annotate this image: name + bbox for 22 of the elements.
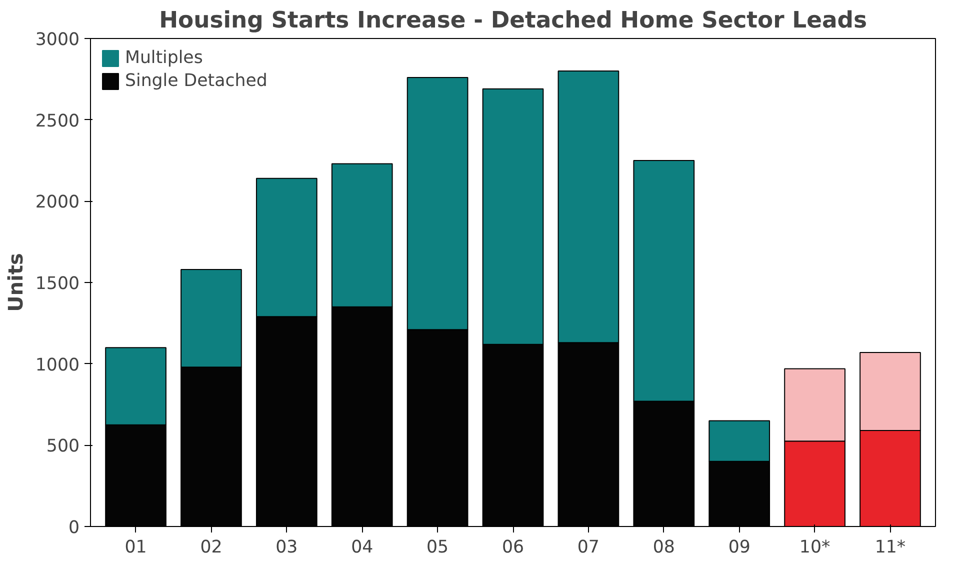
y-axis-title: Units — [3, 253, 28, 312]
y-tick-label: 1000 — [35, 355, 80, 376]
legend-label: Single Detached — [125, 71, 268, 91]
y-tick-label: 2500 — [35, 111, 80, 132]
x-tick-label: 07 — [577, 538, 600, 558]
x-tick-label: 08 — [652, 538, 675, 558]
x-tick-label: 05 — [426, 538, 449, 558]
x-tick-label: 02 — [200, 538, 222, 558]
legend-label: Multiples — [125, 48, 203, 68]
y-tick-label: 0 — [68, 518, 80, 538]
y-tick-label: 1500 — [35, 274, 80, 294]
x-tick-label: 06 — [502, 538, 524, 558]
y-tick-label: 500 — [46, 436, 80, 457]
x-tick-label: 01 — [124, 538, 147, 558]
x-tick-label: 11* — [874, 538, 906, 558]
y-tick-label: 2000 — [35, 192, 80, 213]
y-tick-label: 3000 — [35, 30, 80, 50]
x-tick-label: 09 — [728, 538, 750, 558]
x-tick-label: 04 — [351, 538, 374, 558]
chart-title: Housing Starts Increase - Detached Home Sector Leads — [159, 8, 867, 34]
x-tick-label: 10* — [799, 538, 830, 558]
x-tick-label: 03 — [276, 538, 298, 558]
